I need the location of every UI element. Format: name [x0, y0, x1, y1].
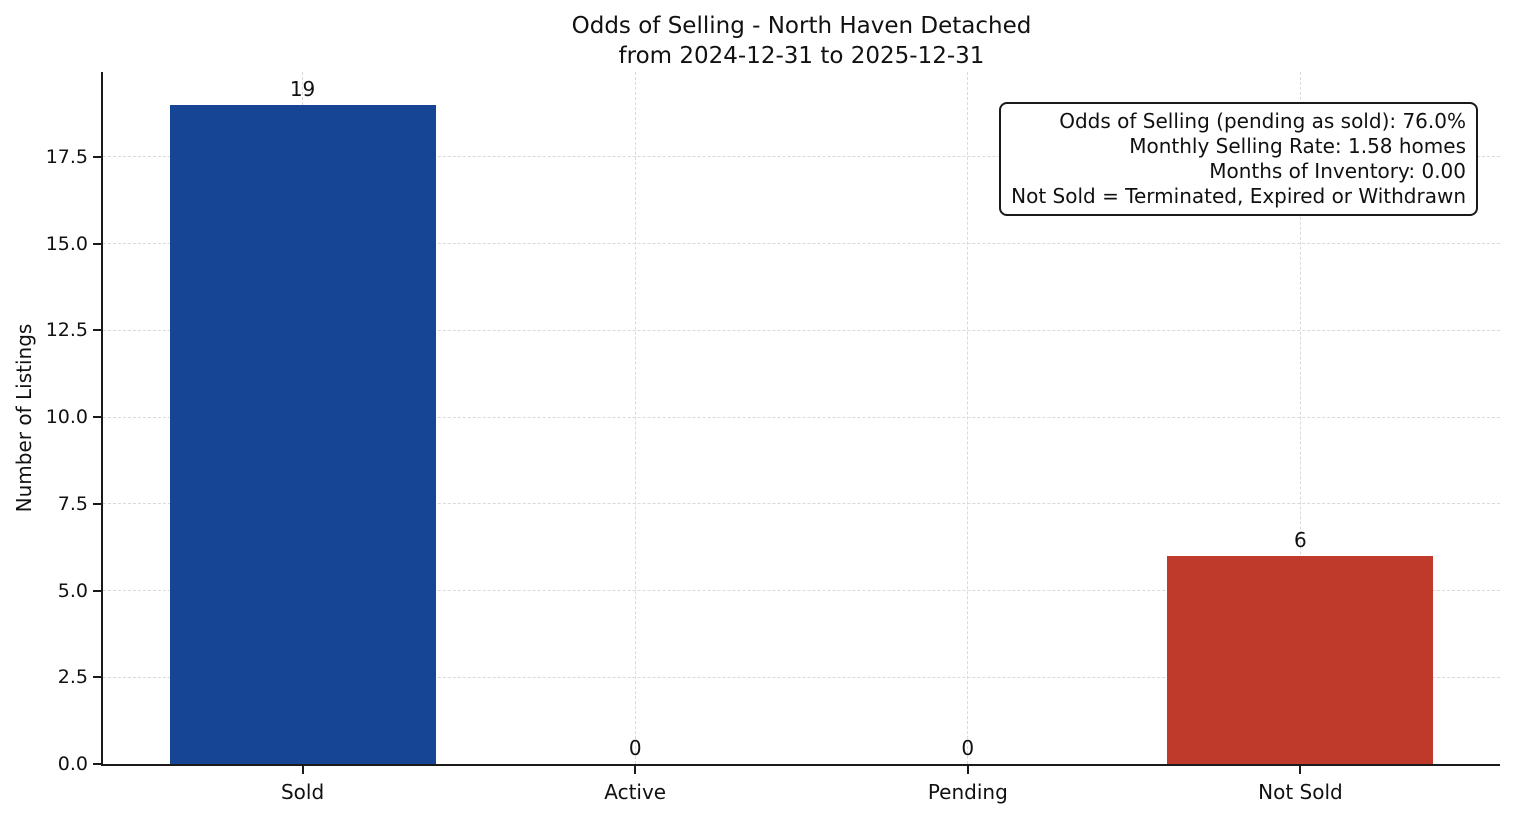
y-gridline: [103, 156, 1500, 158]
y-tick-mark: [93, 676, 101, 679]
x-gridline: [967, 72, 969, 764]
y-tick-label: 7.5: [57, 492, 88, 515]
annotation-line-not-sold-def: Not Sold = Terminated, Expired or Withdr…: [1011, 184, 1466, 208]
x-tick-label: Not Sold: [1258, 780, 1343, 804]
plot-area: 0.0 2.5 5.0 7.5 10.0 12.5 15.0 17.5 Sold 19 Active…: [46, 72, 1500, 804]
annotation-line-inventory: Months of Inventory: 0.00: [1209, 159, 1466, 183]
y-tick-label: 12.5: [45, 319, 88, 342]
y-tick-mark: [93, 329, 101, 332]
y-gridline: [103, 590, 1500, 592]
x-tick-mark: [966, 766, 969, 774]
x-tick-label: Sold: [280, 780, 325, 804]
y-tick-mark: [93, 589, 101, 592]
bar-value-label: 19: [289, 76, 316, 101]
y-tick-label: 5.0: [57, 579, 88, 602]
x-tick-mark: [634, 766, 637, 774]
y-tick-mark: [93, 502, 101, 505]
y-tick-mark: [93, 155, 101, 158]
x-tick-label: Active: [604, 780, 667, 804]
y-tick-label: 15.0: [45, 232, 88, 255]
y-tick-mark: [93, 763, 101, 765]
y-gridline: [103, 416, 1500, 418]
x-tick-mark: [301, 766, 304, 774]
annotation-line-monthly-rate: Monthly Selling Rate: 1.58 homes: [1129, 134, 1466, 158]
x-tick-label: Pending: [927, 780, 1008, 804]
chart-title: Odds of Selling - North Haven Detached f…: [103, 11, 1500, 71]
y-tick-mark: [93, 416, 101, 419]
chart-title-line2: from 2024-12-31 to 2025-12-31: [618, 43, 985, 69]
bar-value-label: 6: [1294, 527, 1307, 552]
bar-value-label: 0: [961, 736, 975, 760]
y-tick-mark: [93, 242, 101, 245]
y-tick-label: 0.0: [57, 753, 88, 775]
y-gridline: [103, 329, 1500, 331]
y-gridline: [103, 676, 1500, 678]
y-tick-label: 10.0: [45, 406, 88, 429]
y-tick-label: 2.5: [57, 666, 88, 689]
y-gridline: [103, 503, 1500, 505]
bar-not-sold: [1167, 555, 1434, 764]
x-tick-mark: [1299, 766, 1302, 774]
bar-sold: [169, 104, 436, 764]
annotation-line-odds: Odds of Selling (pending as sold): 76.0%: [1059, 109, 1466, 133]
y-tick-label: 17.5: [45, 145, 88, 168]
y-gridline: [103, 243, 1500, 245]
chart-title-line1: Odds of Selling - North Haven Detached: [571, 13, 1032, 39]
stats-annotation-box: Odds of Selling (pending as sold): 76.0%…: [999, 102, 1478, 216]
x-gridline: [1299, 72, 1301, 764]
x-gridline: [634, 72, 636, 764]
bar-value-label: 0: [628, 736, 642, 760]
